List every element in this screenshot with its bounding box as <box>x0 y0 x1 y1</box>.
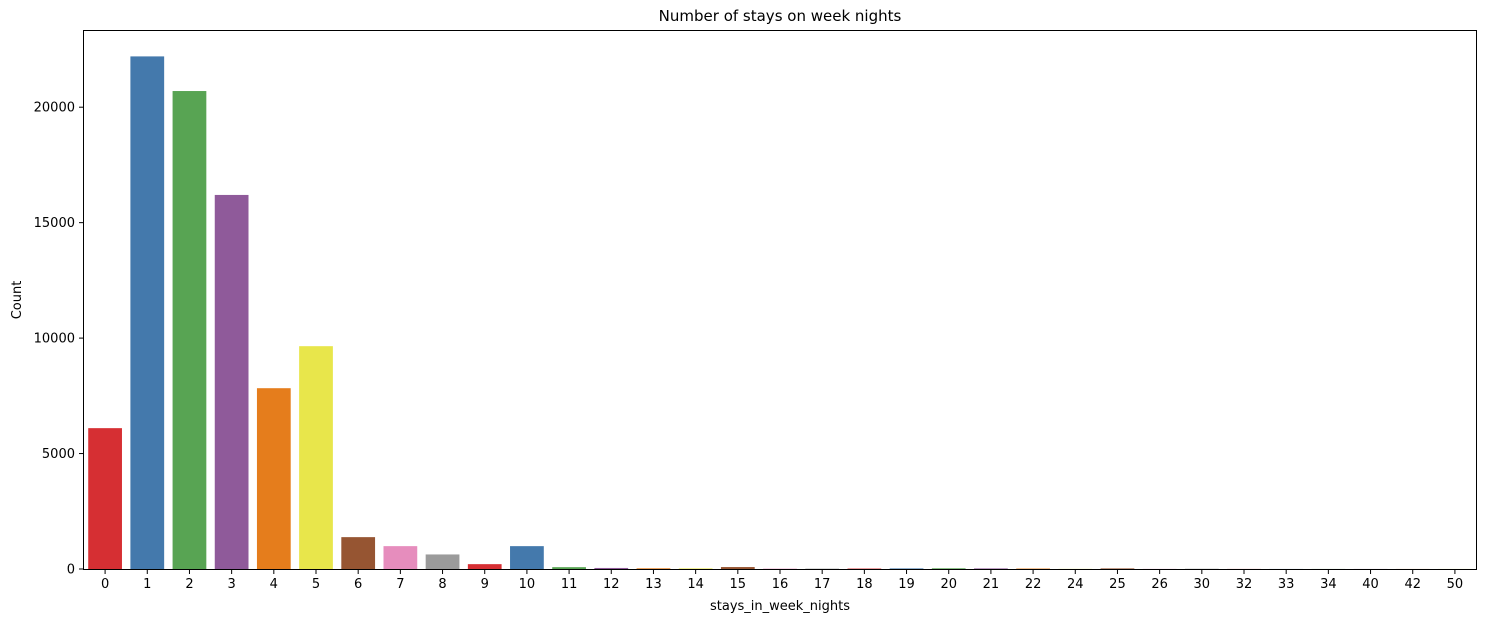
x-tick-label-0: 0 <box>101 577 109 592</box>
plot-frame <box>83 30 1477 570</box>
y-axis-label: Count <box>10 281 25 320</box>
bar-5 <box>299 346 333 569</box>
bar-19 <box>889 568 924 569</box>
x-tick-label-25: 25 <box>1109 577 1126 592</box>
bar-1 <box>130 56 165 569</box>
x-tick-label-18: 18 <box>856 577 873 592</box>
x-tick-label-12: 12 <box>603 577 620 592</box>
bar-6 <box>341 537 376 569</box>
x-tick-label-34: 34 <box>1320 577 1337 592</box>
x-tick-label-5: 5 <box>312 577 320 592</box>
x-tick-label-30: 30 <box>1194 577 1211 592</box>
x-tick-label-33: 33 <box>1278 577 1295 592</box>
x-tick-label-32: 32 <box>1236 577 1253 592</box>
x-tick-label-19: 19 <box>898 577 915 592</box>
bar-2 <box>172 91 207 569</box>
x-tick-label-13: 13 <box>645 577 662 592</box>
bar-25 <box>1100 568 1135 569</box>
x-tick-label-6: 6 <box>354 577 362 592</box>
x-tick-label-40: 40 <box>1362 577 1379 592</box>
x-tick-label-21: 21 <box>983 577 1000 592</box>
bar-8 <box>425 554 460 569</box>
x-tick-label-9: 9 <box>481 577 489 592</box>
bar-13 <box>636 568 671 569</box>
bar-0 <box>88 428 122 569</box>
x-tick-label-16: 16 <box>772 577 789 592</box>
x-tick-label-17: 17 <box>814 577 831 592</box>
y-tick-label-20000: 20000 <box>34 101 75 116</box>
bar-14 <box>678 568 713 569</box>
bar-9 <box>467 564 502 569</box>
x-tick-label-24: 24 <box>1067 577 1084 592</box>
x-tick-label-2: 2 <box>185 577 193 592</box>
x-tick-label-26: 26 <box>1151 577 1168 592</box>
bar-11 <box>552 567 586 569</box>
x-tick-label-1: 1 <box>143 577 151 592</box>
bar-4 <box>256 388 291 569</box>
x-tick-label-4: 4 <box>270 577 278 592</box>
x-tick-label-11: 11 <box>561 577 578 592</box>
x-tick-label-14: 14 <box>687 577 704 592</box>
x-tick-label-20: 20 <box>940 577 957 592</box>
bar-10 <box>510 546 544 569</box>
x-tick-label-15: 15 <box>730 577 747 592</box>
x-axis-label: stays_in_week_nights <box>710 599 850 614</box>
x-tick-label-22: 22 <box>1025 577 1042 592</box>
bar-21 <box>974 568 1008 569</box>
bars-group <box>88 56 1472 569</box>
x-tick-label-3: 3 <box>227 577 235 592</box>
x-tick-label-7: 7 <box>396 577 404 592</box>
x-axis-ticks: 0 1 2 3 4 5 6 7 8 9 10 11 12 13 14 15 16 17 18 19 20 21 22 24 25… <box>101 569 1463 592</box>
bar-7 <box>383 546 418 569</box>
y-tick-label-15000: 15000 <box>34 216 75 231</box>
x-tick-label-42: 42 <box>1404 577 1421 592</box>
y-tick-label-0: 0 <box>67 563 75 578</box>
bar-15 <box>720 567 755 569</box>
y-tick-label-10000: 10000 <box>34 332 75 347</box>
bar-12 <box>594 567 629 569</box>
x-tick-label-50: 50 <box>1447 577 1464 592</box>
bar-20 <box>931 568 966 569</box>
y-tick-label-5000: 5000 <box>42 447 75 462</box>
x-tick-label-10: 10 <box>519 577 536 592</box>
bar-3 <box>214 194 249 569</box>
chart-title: Number of stays on week nights <box>659 7 902 25</box>
y-axis-ticks: 0 5000 10000 15000 20000 <box>34 101 84 578</box>
x-tick-label-8: 8 <box>438 577 446 592</box>
